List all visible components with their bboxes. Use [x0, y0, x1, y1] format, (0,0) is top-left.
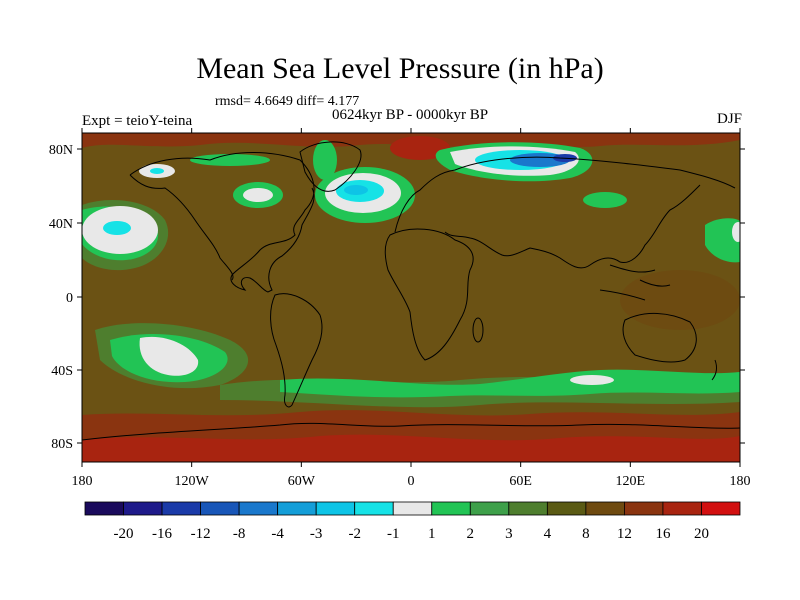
colorbar-swatch	[354, 501, 394, 516]
madagascar-outline	[472, 317, 484, 343]
antarctic-core	[82, 434, 740, 462]
southern-ocean-mid	[280, 369, 740, 398]
colorbar-label: -1	[387, 526, 400, 542]
longitude-label: 60W	[288, 474, 316, 489]
colorbar-swatch	[315, 501, 356, 516]
colorbar-labels: -20 -16 -12 -8 -4 -3 -2 -1 1 2 3 4 8 12 16 20	[114, 526, 709, 542]
arctic-high-core	[390, 136, 450, 160]
longitude-label: 180	[72, 474, 93, 489]
colorbar-label: -4	[271, 526, 284, 542]
colorbar	[84, 501, 741, 516]
longitude-label: 0	[408, 474, 415, 489]
latitude-label: 80N	[49, 143, 73, 158]
colorbar-label: -8	[233, 526, 246, 542]
colorbar-label: 16	[655, 526, 671, 542]
alaska-core	[150, 168, 164, 174]
colorbar-label: 1	[428, 526, 436, 542]
colorbar-label: -16	[152, 526, 172, 542]
colorbar-label: 12	[617, 526, 632, 542]
south-indian-core	[570, 375, 614, 385]
colorbar-swatch	[431, 501, 471, 516]
north-atlantic-core	[344, 185, 368, 195]
west-pacific-core	[732, 222, 740, 242]
colorbar-swatch	[546, 501, 587, 516]
colorbar-label: 2	[467, 526, 475, 542]
greenland-outline	[299, 141, 362, 192]
latitude-label: 40S	[51, 364, 73, 379]
longitude-label: 180	[730, 474, 751, 489]
colorbar-swatch	[469, 501, 510, 516]
longitude-label: 120W	[175, 474, 210, 489]
north-pacific-core	[103, 221, 131, 235]
colorbar-label: -3	[310, 526, 323, 542]
colorbar-label: 8	[582, 526, 590, 542]
colorbar-swatch	[662, 501, 702, 516]
colorbar-swatch	[84, 501, 124, 516]
longitude-label: 60E	[509, 474, 532, 489]
latitude-labels: 80N 40N 0 40S 80S	[49, 143, 73, 452]
central-asia-green	[583, 192, 627, 208]
longitude-label: 120E	[616, 474, 646, 489]
period-label: 0624kyr BP - 0000kyr BP	[331, 107, 489, 123]
longitude-labels: 180 120W 60W 0 60E 120E 180	[72, 474, 751, 489]
colorbar-swatch	[238, 501, 279, 516]
colorbar-label: -20	[114, 526, 134, 542]
new-zealand-outline	[711, 359, 717, 381]
colorbar-swatch	[123, 501, 163, 516]
pressure-field	[82, 133, 740, 462]
colorbar-label: 4	[544, 526, 552, 542]
colorbar-swatch	[701, 501, 741, 516]
chart-title: Mean Sea Level Pressure (in hPa)	[196, 52, 604, 85]
colorbar-swatch	[585, 501, 625, 516]
colorbar-swatch	[508, 501, 548, 516]
longitude-ticks	[81, 128, 741, 467]
pacific-brown	[620, 270, 740, 330]
latitude-ticks	[77, 148, 745, 444]
colorbar-swatch	[277, 501, 317, 516]
australia-outline	[622, 312, 697, 363]
colorbar-label: -2	[348, 526, 361, 542]
antarctica-outline	[82, 422, 740, 441]
colorbar-swatch	[200, 501, 240, 516]
latitude-label: 80S	[51, 437, 73, 452]
south-pacific-low-core	[139, 336, 199, 376]
hudson-white	[243, 188, 273, 202]
africa-outline	[384, 228, 474, 361]
south-america-outline	[270, 293, 323, 408]
maritime-asia-outline	[599, 264, 671, 301]
experiment-label: Expt = teioY-teina	[82, 113, 193, 129]
season-label: DJF	[716, 111, 742, 127]
eurasia-outline	[394, 156, 736, 269]
west-pacific-low	[705, 218, 740, 263]
coastlines	[82, 141, 740, 441]
stats-label: rmsd= 4.6649 diff= 4.177	[215, 94, 360, 109]
latitude-label: 40N	[49, 217, 73, 232]
colorbar-swatch	[624, 501, 664, 516]
colorbar-swatch	[392, 501, 433, 516]
greenland-west-green	[313, 140, 337, 180]
latitude-label: 0	[66, 291, 73, 306]
colorbar-label: -12	[191, 526, 211, 542]
colorbar-label: 20	[694, 526, 709, 542]
colorbar-swatch	[161, 501, 201, 516]
arctic-canada-green	[190, 154, 270, 166]
colorbar-label: 3	[505, 526, 513, 542]
north-america-outline	[129, 152, 315, 293]
